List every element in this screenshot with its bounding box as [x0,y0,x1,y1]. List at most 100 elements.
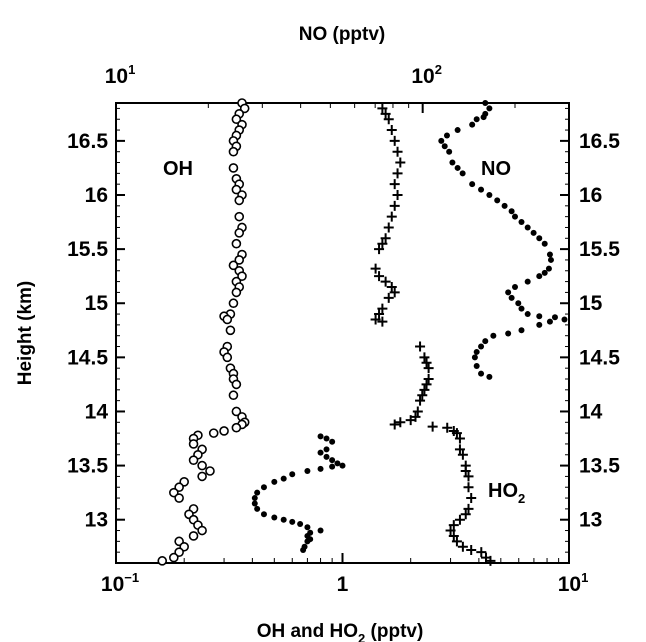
ho2-data-point [423,374,434,384]
ho2-data-point [386,282,397,292]
ho2-data-point [374,271,385,282]
bottom-tick-label-exponent: 1 [581,570,588,585]
ho2-data-point [374,244,385,255]
series-label-no: NO [481,158,511,180]
ho2-data-point [383,222,394,233]
ho2-data-point [389,287,400,298]
top-tick-label-base: 10 [105,65,128,88]
ho2-data-point [317,449,324,456]
no-data-point [541,240,548,247]
ho2-data-point [297,521,304,528]
oh-data-point [174,493,184,503]
ho2-data-point [377,238,388,249]
bottom-tick-label: 101 [558,570,589,596]
no-data-point [551,314,558,321]
oh-data-point [197,525,207,536]
oh-data-point [231,406,242,417]
bottom-axis-title-unit: (pptv) [365,621,423,642]
ho2-data-point [323,435,330,442]
bottom-tick-label-base: 10 [558,573,581,596]
ho2-data-point [389,419,400,430]
ho2-data-point [421,379,432,390]
no-data-point [441,143,448,150]
no-data-point [454,127,461,134]
oh-data-point [188,531,199,541]
ho2-data-point [280,475,287,482]
ho2-data-point [392,146,403,157]
series-label-ho2-subscript: 2 [518,491,525,506]
ho2-data-point [380,276,391,287]
ho2-data-point [317,433,324,440]
no-data-point [524,278,531,285]
ho2-data-point [463,482,474,493]
ho2-data-point [254,489,261,496]
ho2-data-point [374,309,385,320]
ho2-data-point [383,292,394,303]
ho2-data-point [304,468,311,474]
no-data-point [508,208,515,215]
y-tick-label-right: 15.5 [579,238,620,261]
ho2-data-point [485,555,496,566]
bottom-axis-title-subscript: 2 [358,631,365,642]
no-data-point [494,197,501,204]
tick-marks [115,103,570,563]
no-data-point [438,137,445,144]
no-data-point [473,363,480,370]
no-data-point [515,300,522,307]
ho2-data-point [463,471,474,482]
oh-data-point [228,298,239,309]
oh-data-point [205,466,215,476]
series-label-oh: OH [163,158,193,180]
no-data-point [478,343,485,350]
ho2-data-point [412,406,423,417]
ho2-data-point [271,514,278,521]
no-data-point [480,114,487,121]
ho2-data-point [386,211,397,222]
ho2-data-point [251,500,258,507]
bottom-tick-label: 1 [337,573,349,596]
ho2-data-point [395,157,406,168]
no-data-point [545,265,552,272]
ho2-data-point [421,357,432,368]
ho2-data-point [476,547,487,558]
oh-data-point [197,471,207,482]
oh-data-point [237,271,247,281]
oh-data-point [231,238,242,249]
bottom-tick-label: 10−1 [101,570,139,596]
ho2-data-point [415,395,426,406]
bottom-tick-label-base: 10 [101,573,124,596]
data-marks [157,98,568,566]
no-data-point [471,354,478,361]
y-tick-label-left: 14 [85,400,109,423]
ho2-data-point [304,524,311,531]
no-data-point [473,116,480,123]
ho2-data-point [389,135,400,146]
ho2-data-point [389,200,400,211]
ho2-data-point [334,460,341,467]
ho2-data-point [423,363,434,374]
y-axis-title: Height (km) [15,281,36,386]
y-tick-label-left: 13 [85,509,108,532]
ho2-data-point [323,446,330,453]
no-data-point [546,251,553,258]
ho2-data-point [251,495,258,502]
ho2-data-point [451,428,462,439]
ho2-data-point [280,516,287,523]
top-tick-label-base: 10 [411,65,434,88]
no-data-point [524,224,531,231]
y-tick-label-right: 14 [579,400,603,423]
bottom-tick-label-base: 1 [337,573,349,596]
y-tick-label-right: 16.5 [579,130,620,153]
oh-data-point [222,314,233,325]
y-tick-label-right: 13.5 [579,455,620,478]
ho2-data-point [457,449,468,460]
ho2-data-point [386,125,397,136]
top-tick-label: 101 [105,62,136,88]
y-tick-label-right: 16 [579,184,602,207]
ho2-data-point [454,444,465,455]
no-data-point [518,219,525,226]
ho2-data-point [377,303,388,314]
ho2-data-point [300,547,307,554]
ho2-data-point [370,263,381,274]
no-data-point [505,330,512,337]
